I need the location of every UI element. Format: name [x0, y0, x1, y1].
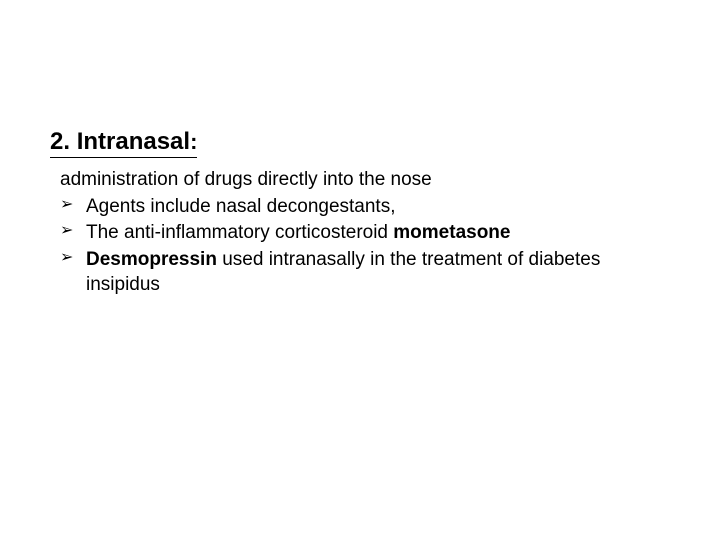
bullet-bold: Desmopressin	[86, 249, 217, 270]
bullet-text-before: The anti-inflammatory corticosteroid	[86, 222, 393, 243]
bullet-list: ➢ Agents include nasal decongestants, ➢ …	[60, 195, 670, 298]
bullet-bold: mometasone	[393, 222, 510, 243]
heading-text: Intranasal	[77, 128, 190, 155]
bullet-marker-icon: ➢	[60, 195, 73, 216]
bullet-text-before: Agents include nasal decongestants,	[86, 196, 396, 217]
list-item: ➢ Desmopressin used intranasally in the …	[60, 248, 670, 297]
heading-number: 2.	[50, 128, 77, 155]
list-item: ➢ Agents include nasal decongestants,	[60, 195, 670, 220]
bullet-marker-icon: ➢	[60, 248, 73, 269]
intro-text: administration of drugs directly into th…	[60, 168, 670, 193]
heading-colon: :	[190, 129, 197, 154]
bullet-marker-icon: ➢	[60, 221, 73, 242]
list-item: ➢ The anti-inflammatory corticosteroid m…	[60, 221, 670, 246]
heading: 2. Intranasal:	[50, 128, 197, 158]
